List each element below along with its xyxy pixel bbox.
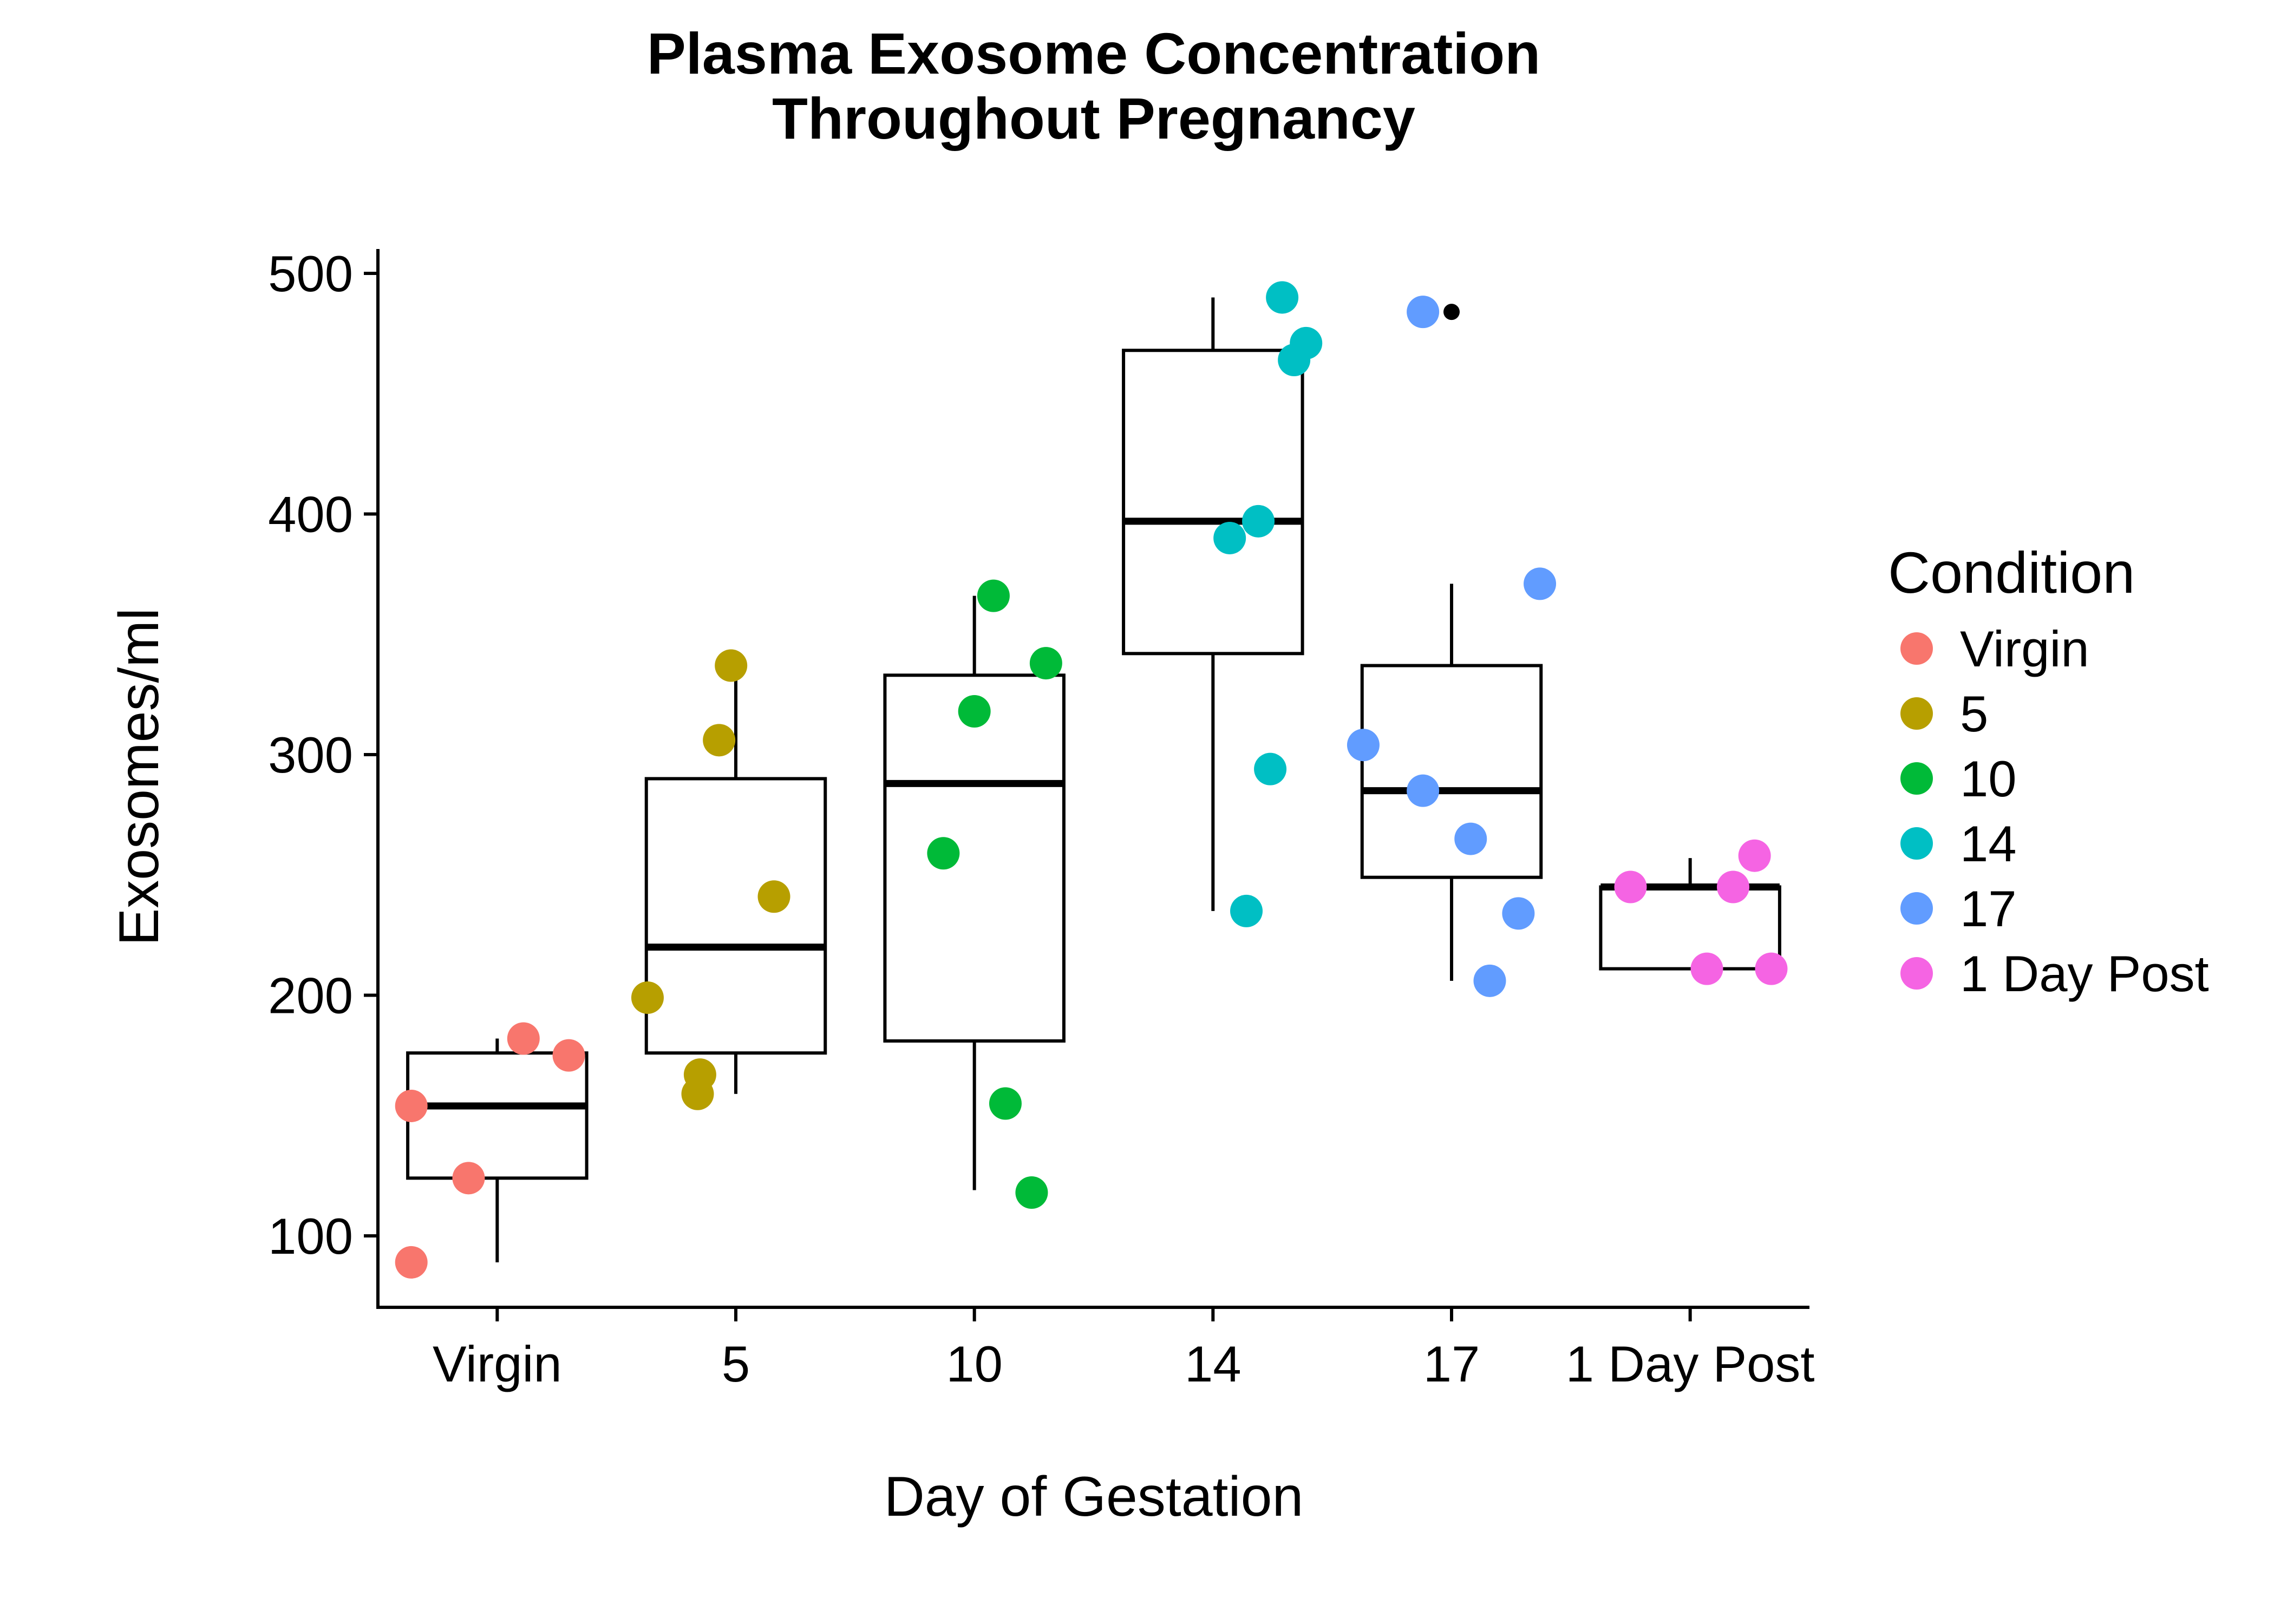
data-point: [395, 1246, 428, 1279]
legend-title: Condition: [1888, 540, 2135, 605]
x-tick-label: 10: [946, 1335, 1003, 1392]
x-tick-label: 5: [722, 1335, 750, 1392]
y-tick-label: 200: [268, 967, 353, 1024]
x-tick-label: Virgin: [433, 1335, 562, 1392]
data-point: [1015, 1176, 1048, 1209]
legend-label: 17: [1960, 880, 2017, 937]
data-point: [1454, 822, 1487, 855]
box-iqr: [644, 777, 827, 1055]
data-point: [1473, 964, 1506, 997]
data-point: [1716, 870, 1749, 903]
legend-key: [1900, 632, 1933, 665]
y-tick-label: 500: [268, 245, 353, 302]
data-point: [1502, 897, 1535, 930]
data-point: [1738, 839, 1771, 872]
data-point: [1755, 952, 1788, 985]
legend-label: Virgin: [1960, 620, 2089, 677]
data-point: [1254, 752, 1287, 785]
data-point: [1614, 870, 1647, 903]
y-tick-label: 100: [268, 1208, 353, 1265]
chart-title-line-1: Plasma Exosome Concentration: [647, 21, 1540, 86]
y-tick-label: 300: [268, 726, 353, 783]
legend-key: [1900, 827, 1933, 860]
data-point: [452, 1162, 485, 1195]
box-iqr: [1122, 349, 1304, 656]
data-point: [1290, 326, 1323, 359]
data-point: [989, 1087, 1022, 1120]
y-tick-label: 400: [268, 486, 353, 543]
box-iqr: [406, 1051, 589, 1180]
data-point: [1347, 729, 1380, 762]
legend-label: 1 Day Post: [1960, 945, 2209, 1002]
box-iqr: [1360, 664, 1543, 879]
data-point: [1407, 774, 1440, 807]
data-point: [395, 1089, 428, 1122]
data-point: [977, 579, 1010, 612]
legend-key: [1900, 892, 1933, 925]
legend: Condition Virgin 5 10 14 17 1 Day Post: [1888, 540, 2209, 1002]
data-point: [683, 1058, 716, 1091]
data-point: [1690, 952, 1723, 985]
box-outlier: [1443, 304, 1460, 320]
legend-key: [1900, 762, 1933, 795]
legend-key: [1900, 697, 1933, 730]
data-point: [1230, 894, 1263, 927]
legend-key: [1900, 957, 1933, 990]
legend-label: 14: [1960, 815, 2017, 872]
data-point: [552, 1039, 585, 1072]
data-point: [631, 981, 664, 1014]
legend-label: 10: [1960, 750, 2017, 807]
x-tick-label: 14: [1185, 1335, 1241, 1392]
data-point: [1213, 521, 1246, 554]
data-point: [1242, 505, 1275, 538]
data-point: [1407, 296, 1440, 329]
data-point: [757, 880, 790, 913]
data-point: [927, 837, 960, 870]
data-point: [703, 724, 736, 757]
x-axis-title: Day of Gestation: [884, 1465, 1304, 1528]
data-point: [1524, 567, 1557, 600]
x-tick-label: 17: [1423, 1335, 1480, 1392]
x-tick-label: 1 Day Post: [1566, 1335, 1815, 1392]
data-point: [507, 1022, 540, 1055]
y-axis-title: Exosomes/ml: [108, 608, 171, 946]
plot-area: 100 200 300 400 500 Virgin 5 10 14 17 1 Day Post: [268, 245, 1814, 1392]
data-point: [715, 649, 748, 682]
data-point: [958, 695, 991, 728]
box-iqr: [883, 673, 1066, 1043]
chart-title-line-2: Throughout Pregnancy: [772, 86, 1415, 151]
data-point: [1266, 281, 1299, 314]
legend-label: 5: [1960, 685, 1988, 742]
data-point: [1029, 647, 1062, 680]
